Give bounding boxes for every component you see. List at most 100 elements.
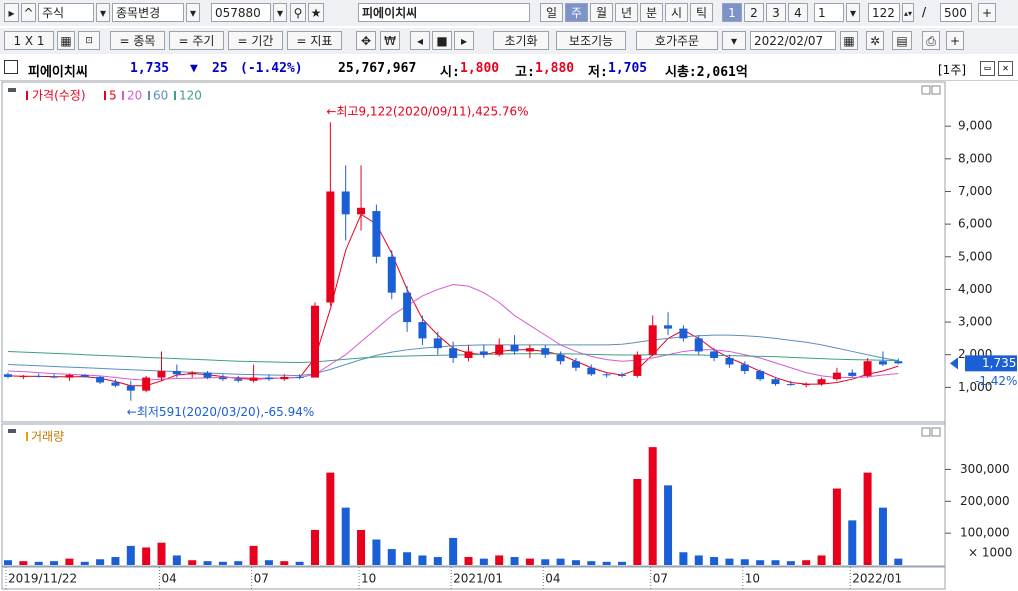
prev-button[interactable]: ◂ [410,31,430,50]
total-input[interactable]: 500 [940,3,972,22]
reset-button[interactable]: 초기화 [493,31,549,50]
price: 1,735 [130,61,170,76]
period-button[interactable]: 분 [640,3,663,22]
candle-body [848,372,857,376]
unit-label: × 1000 [968,546,1012,560]
market-select[interactable]: 주식 [38,3,94,22]
stop-button[interactable]: ■ [432,31,452,50]
won-button[interactable]: ₩ [380,31,400,50]
candle-body [479,351,488,355]
period-button[interactable]: 월 [590,3,613,22]
volume-bar [142,547,151,565]
volume-bar [280,561,289,565]
candle-body [556,354,565,362]
x-tick-label: 07 [653,572,668,586]
slot-button[interactable]: 3 [766,3,786,22]
candle-body [495,344,504,355]
dropdown[interactable]: ▾ [186,3,200,22]
open-label: 시: [440,65,460,80]
period: [1주] [938,63,967,77]
unit-input[interactable]: 1 [814,3,844,22]
volume-bar [648,447,657,565]
change: 25 [212,61,228,76]
change-stock[interactable]: 종목변경 [112,3,184,22]
spinner[interactable]: ▴▾ [902,3,914,22]
checkbox[interactable] [4,60,18,74]
period-button[interactable]: 년 [615,3,638,22]
change-pct: (-1.42%) [240,61,303,76]
period-button[interactable]: 주 [565,3,588,22]
date-input[interactable]: 2022/02/07 [750,31,836,50]
period-button[interactable]: 시 [665,3,688,22]
volume-bar [878,507,887,565]
favorite-button[interactable]: ★ [308,3,324,22]
candle-body [802,384,811,386]
volume-bar [495,555,504,565]
candle-body [142,377,151,391]
candle-body [756,371,765,380]
volume-bar [449,537,458,565]
volume-bar [111,557,120,565]
candle-body [832,372,841,380]
volume-bar [679,552,688,565]
move-button[interactable]: ✥ [356,31,376,50]
search-button[interactable]: ⚲ [290,3,306,22]
candle-body [280,376,289,380]
period-button[interactable]: 틱 [690,3,713,22]
volume-bar [771,560,780,565]
dropdown[interactable]: ▾ [96,3,110,22]
candle-body [4,374,12,377]
legend-swatch [8,429,16,433]
candle-body [403,292,412,323]
count-input[interactable]: 122 [868,3,900,22]
volume-bar [357,529,366,565]
y-tick-label: 1,000 [958,380,992,394]
y-tick-label: 200,000 [960,494,1010,508]
order-button[interactable]: 호가주문 [636,31,718,50]
restore-button[interactable]: ▭ [980,61,995,76]
separator: / [922,5,927,19]
slot-button[interactable]: 2 [744,3,764,22]
layout-button[interactable]: 1 X 1 [4,31,54,50]
period-button[interactable]: 일 [540,3,563,22]
candle-body [188,372,197,375]
filter-button[interactable]: = 기간 [228,31,283,50]
close-button[interactable]: ✕ [998,61,1013,76]
y-tick-label: 4,000 [958,282,992,296]
up-button[interactable]: ^ [21,3,36,22]
candle-body [234,379,243,381]
candle-body [571,361,580,368]
add-button[interactable]: + [946,31,964,50]
price-panel [1,81,946,423]
volume-bar [556,558,565,565]
legend-swatch [122,91,124,100]
dropdown[interactable]: ▾ [273,3,287,22]
next-button[interactable]: ▸ [454,31,474,50]
slot-button[interactable]: 4 [788,3,808,22]
dropdown[interactable]: ▾ [722,31,746,50]
info-bar: 피에이치씨 1,735 ▼ 25 (-1.42%) 25,767,967 시: … [0,58,1018,81]
add-button[interactable]: + [978,3,996,22]
stock-name: 피에이치씨 [358,3,530,22]
filter-button[interactable]: = 종목 [110,31,165,50]
dropdown[interactable]: ▾ [846,3,860,22]
high-label: 고: [515,65,535,80]
grid-button[interactable]: ▦ [57,31,75,50]
candle-body [433,338,442,349]
slot-button[interactable]: 1 [722,3,742,22]
filter-button[interactable]: = 지표 [287,31,342,50]
window-button[interactable]: ⊡ [78,31,100,50]
candle-body [34,375,43,377]
filter-button[interactable]: = 주기 [169,31,224,50]
menu-button[interactable]: ▸ [4,3,19,22]
save-button[interactable]: ▤ [892,31,912,50]
volume-bar [571,560,580,565]
aux-button[interactable]: 보조기능 [556,31,626,50]
calendar-button[interactable]: ▦ [840,31,858,50]
settings-button[interactable]: ✲ [866,31,884,50]
print-button[interactable]: ⎙ [922,31,940,50]
code-input[interactable]: 057880 [211,3,271,22]
candle-body [894,361,903,364]
candle-body [96,376,105,383]
